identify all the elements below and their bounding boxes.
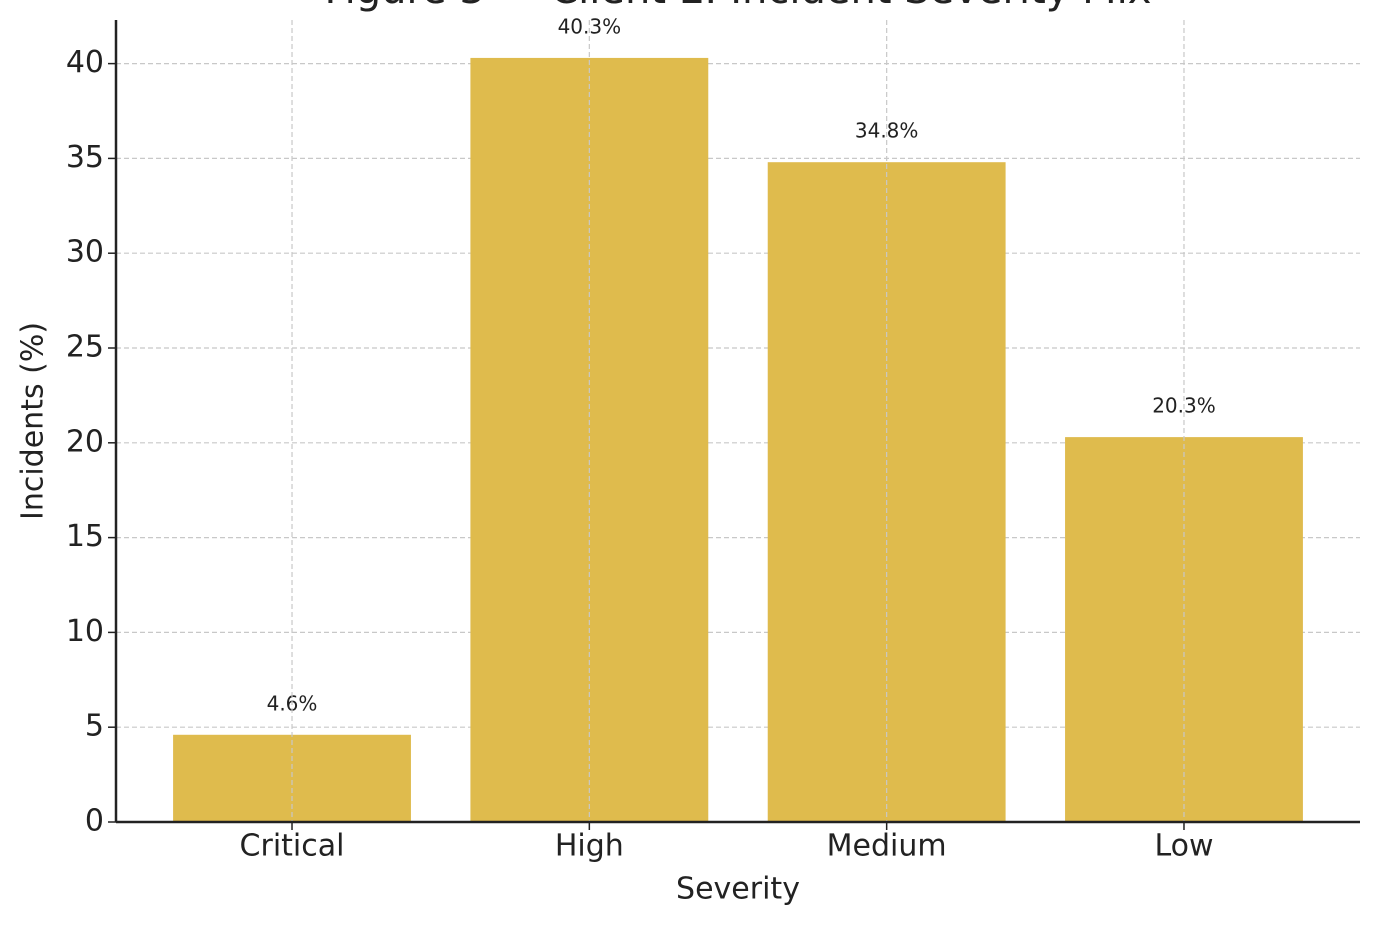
y-tick-label: 30 <box>66 235 104 270</box>
y-tick-label: 40 <box>66 45 104 80</box>
y-tick-label: 5 <box>85 709 104 744</box>
data-label: 34.8% <box>855 119 919 143</box>
y-tick-label: 25 <box>66 330 104 365</box>
y-tick-label: 0 <box>85 804 104 839</box>
x-tick-label: High <box>555 829 624 864</box>
y-tick-label: 35 <box>66 140 104 175</box>
x-tick-label: Medium <box>827 829 947 864</box>
x-tick-label: Low <box>1154 829 1213 864</box>
y-tick-label: 10 <box>66 614 104 649</box>
x-tick-label: Critical <box>240 829 345 864</box>
chart-title: Figure 3 — Client E: Incident Severity M… <box>325 0 1152 13</box>
data-label: 40.3% <box>558 14 622 38</box>
x-axis-label: Severity <box>676 872 800 907</box>
y-tick-label: 15 <box>66 519 104 554</box>
y-tick-label: 20 <box>66 424 104 459</box>
y-axis-label: Incidents (%) <box>16 322 51 520</box>
